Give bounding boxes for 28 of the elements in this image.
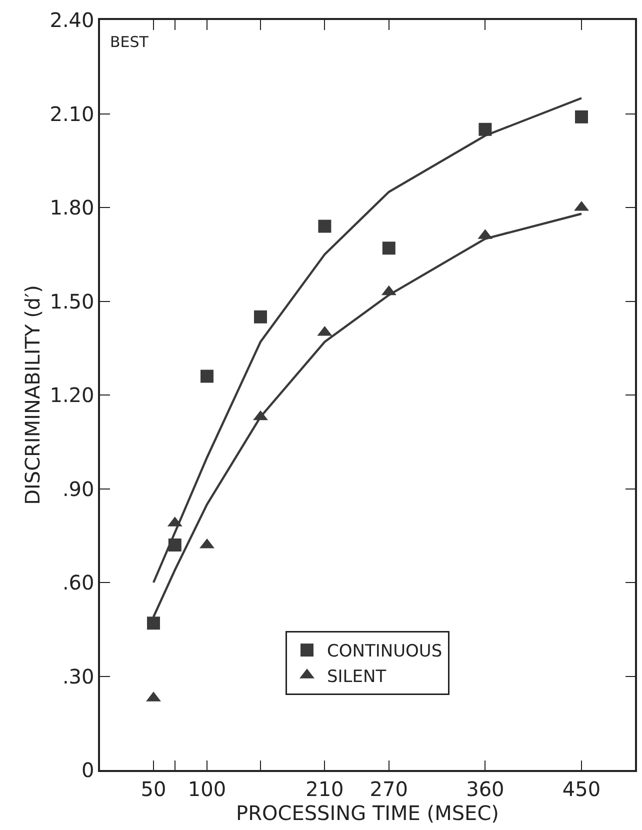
y-tick-label: 1.20 [50, 383, 94, 407]
point [478, 122, 492, 136]
y-axis-title: DISCRIMINABILITY (d′) [20, 285, 45, 505]
x-tick-label: 100 [188, 776, 226, 801]
y-tick-label: 2.40 [50, 8, 94, 32]
y-tick-label: 0 [82, 758, 94, 782]
line-series [152, 97, 583, 584]
x-tick-label: 360 [466, 776, 504, 801]
y-tick-label: .90 [62, 476, 94, 501]
y-tick-label: 1.50 [50, 289, 94, 314]
x-tick-label: 210 [306, 776, 344, 801]
point [200, 370, 214, 383]
point [254, 310, 267, 324]
annotation: BEST [110, 33, 150, 51]
x-tick-label: 270 [370, 776, 408, 801]
point [147, 616, 160, 630]
x-tick-label: 450 [562, 776, 601, 801]
y-tick-label: 2.10 [50, 102, 94, 126]
point [318, 220, 332, 233]
legend-label: SILENT [327, 666, 387, 687]
x-tick-label: 50 [140, 776, 166, 801]
point [575, 110, 588, 124]
y-tick-label: 1.80 [50, 196, 94, 220]
legend-label: CONTINUOUS [327, 642, 442, 662]
point [382, 242, 396, 255]
y-tick-label: .30 [62, 664, 94, 688]
x-axis-title: PROCESSING TIME (MSEC) [236, 800, 499, 825]
y-tick-label: .60 [62, 570, 94, 594]
